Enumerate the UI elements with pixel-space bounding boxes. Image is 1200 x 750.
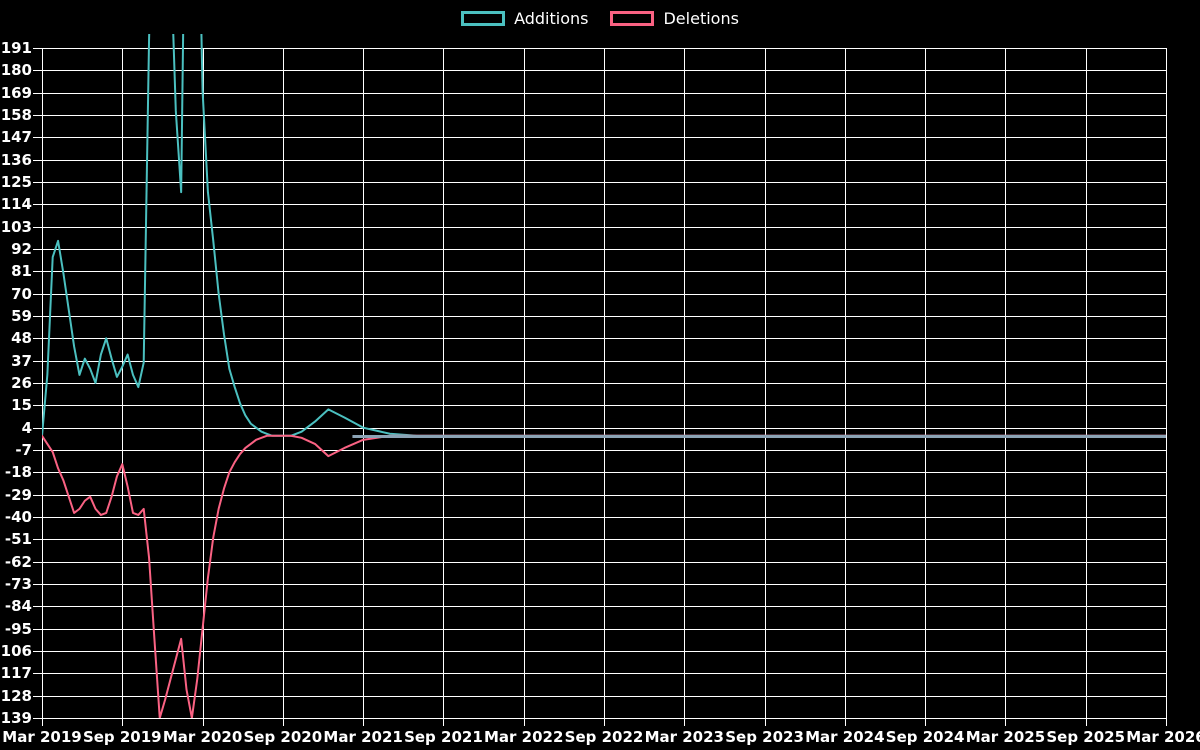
y-axis-tick-label: 191 — [0, 39, 32, 57]
y-axis-tick-label: -128 — [0, 686, 32, 705]
y-axis-tick-label: 59 — [11, 307, 32, 325]
y-axis-tick-label: -40 — [4, 508, 32, 526]
legend-label-deletions: Deletions — [663, 8, 739, 28]
legend-swatch-deletions — [610, 10, 655, 26]
legend-item-deletions[interactable]: Deletions — [610, 8, 739, 28]
y-axis-tick-label: 158 — [0, 106, 32, 124]
y-axis-tick-label: 147 — [0, 128, 32, 147]
y-axis-tick-label: -73 — [4, 575, 32, 593]
y-axis-tick-label: 136 — [0, 150, 32, 169]
y-axis-tick-label: -139 — [0, 709, 32, 727]
y-axis-tick-label: -95 — [4, 619, 32, 638]
y-axis-tick-label: 92 — [11, 240, 32, 258]
y-axis-tick-label: 26 — [11, 374, 32, 392]
y-axis-tick-label: -117 — [0, 664, 32, 683]
legend-swatch-additions — [461, 10, 506, 26]
x-axis-tick-label: Mar 2022 — [483, 728, 564, 746]
y-axis-tick-label: 37 — [11, 351, 32, 370]
y-axis-tick-label: 48 — [11, 329, 32, 348]
y-axis-tick-label: 81 — [11, 262, 32, 281]
x-axis-tick-label: Mar 2025 — [965, 728, 1046, 746]
x-axis-tick-label: Mar 2023 — [644, 728, 724, 746]
x-axis-tick-label: Sep 2024 — [885, 728, 965, 746]
y-axis-tick-label: 169 — [0, 83, 32, 102]
y-axis-tick-label: -84 — [4, 597, 32, 616]
x-axis-tick-label: Sep 2023 — [725, 728, 804, 746]
y-axis-tick-label: -62 — [4, 552, 32, 571]
y-axis-tick-label: 125 — [0, 173, 32, 191]
x-axis-tick-label: Mar 2019 — [2, 728, 82, 746]
y-axis-tick-label: 70 — [11, 284, 32, 303]
x-axis-tick-label: Mar 2021 — [323, 728, 403, 746]
series-line-deletions — [42, 434, 1166, 718]
x-axis-tick-label: Mar 2024 — [805, 728, 885, 746]
x-axis-tick-label: Sep 2020 — [243, 728, 323, 746]
x-axis-tick-label: Mar 2026 — [1126, 728, 1200, 746]
x-axis-tick-label: Sep 2025 — [1046, 728, 1126, 746]
x-axis-tick-label: Mar 2020 — [162, 728, 243, 746]
y-axis-tick-label: -51 — [4, 530, 32, 549]
y-axis-tick-label: 114 — [0, 195, 32, 214]
y-axis-tick-label: 180 — [0, 61, 32, 80]
y-axis-tick-label: -106 — [0, 642, 32, 660]
series-line-additions — [42, 34, 1166, 437]
legend-item-additions[interactable]: Additions — [461, 9, 588, 28]
y-axis-tick-label: 15 — [11, 396, 32, 415]
x-axis-tick-label: Sep 2021 — [404, 728, 483, 746]
y-axis-tick-label: -29 — [4, 485, 32, 504]
x-axis-tick-label: Sep 2019 — [82, 728, 162, 746]
y-axis-tick-label: -7 — [15, 441, 32, 459]
y-axis-tick-label: 4 — [21, 418, 32, 437]
legend-label-additions: Additions — [514, 8, 589, 28]
y-axis-tick-label: -18 — [4, 463, 32, 482]
x-axis-tick-label: Sep 2022 — [564, 728, 644, 746]
y-axis-tick-label: 103 — [0, 217, 32, 236]
gridlines — [33, 48, 1167, 726]
chart-legend: Additions Deletions — [0, 5, 1200, 31]
